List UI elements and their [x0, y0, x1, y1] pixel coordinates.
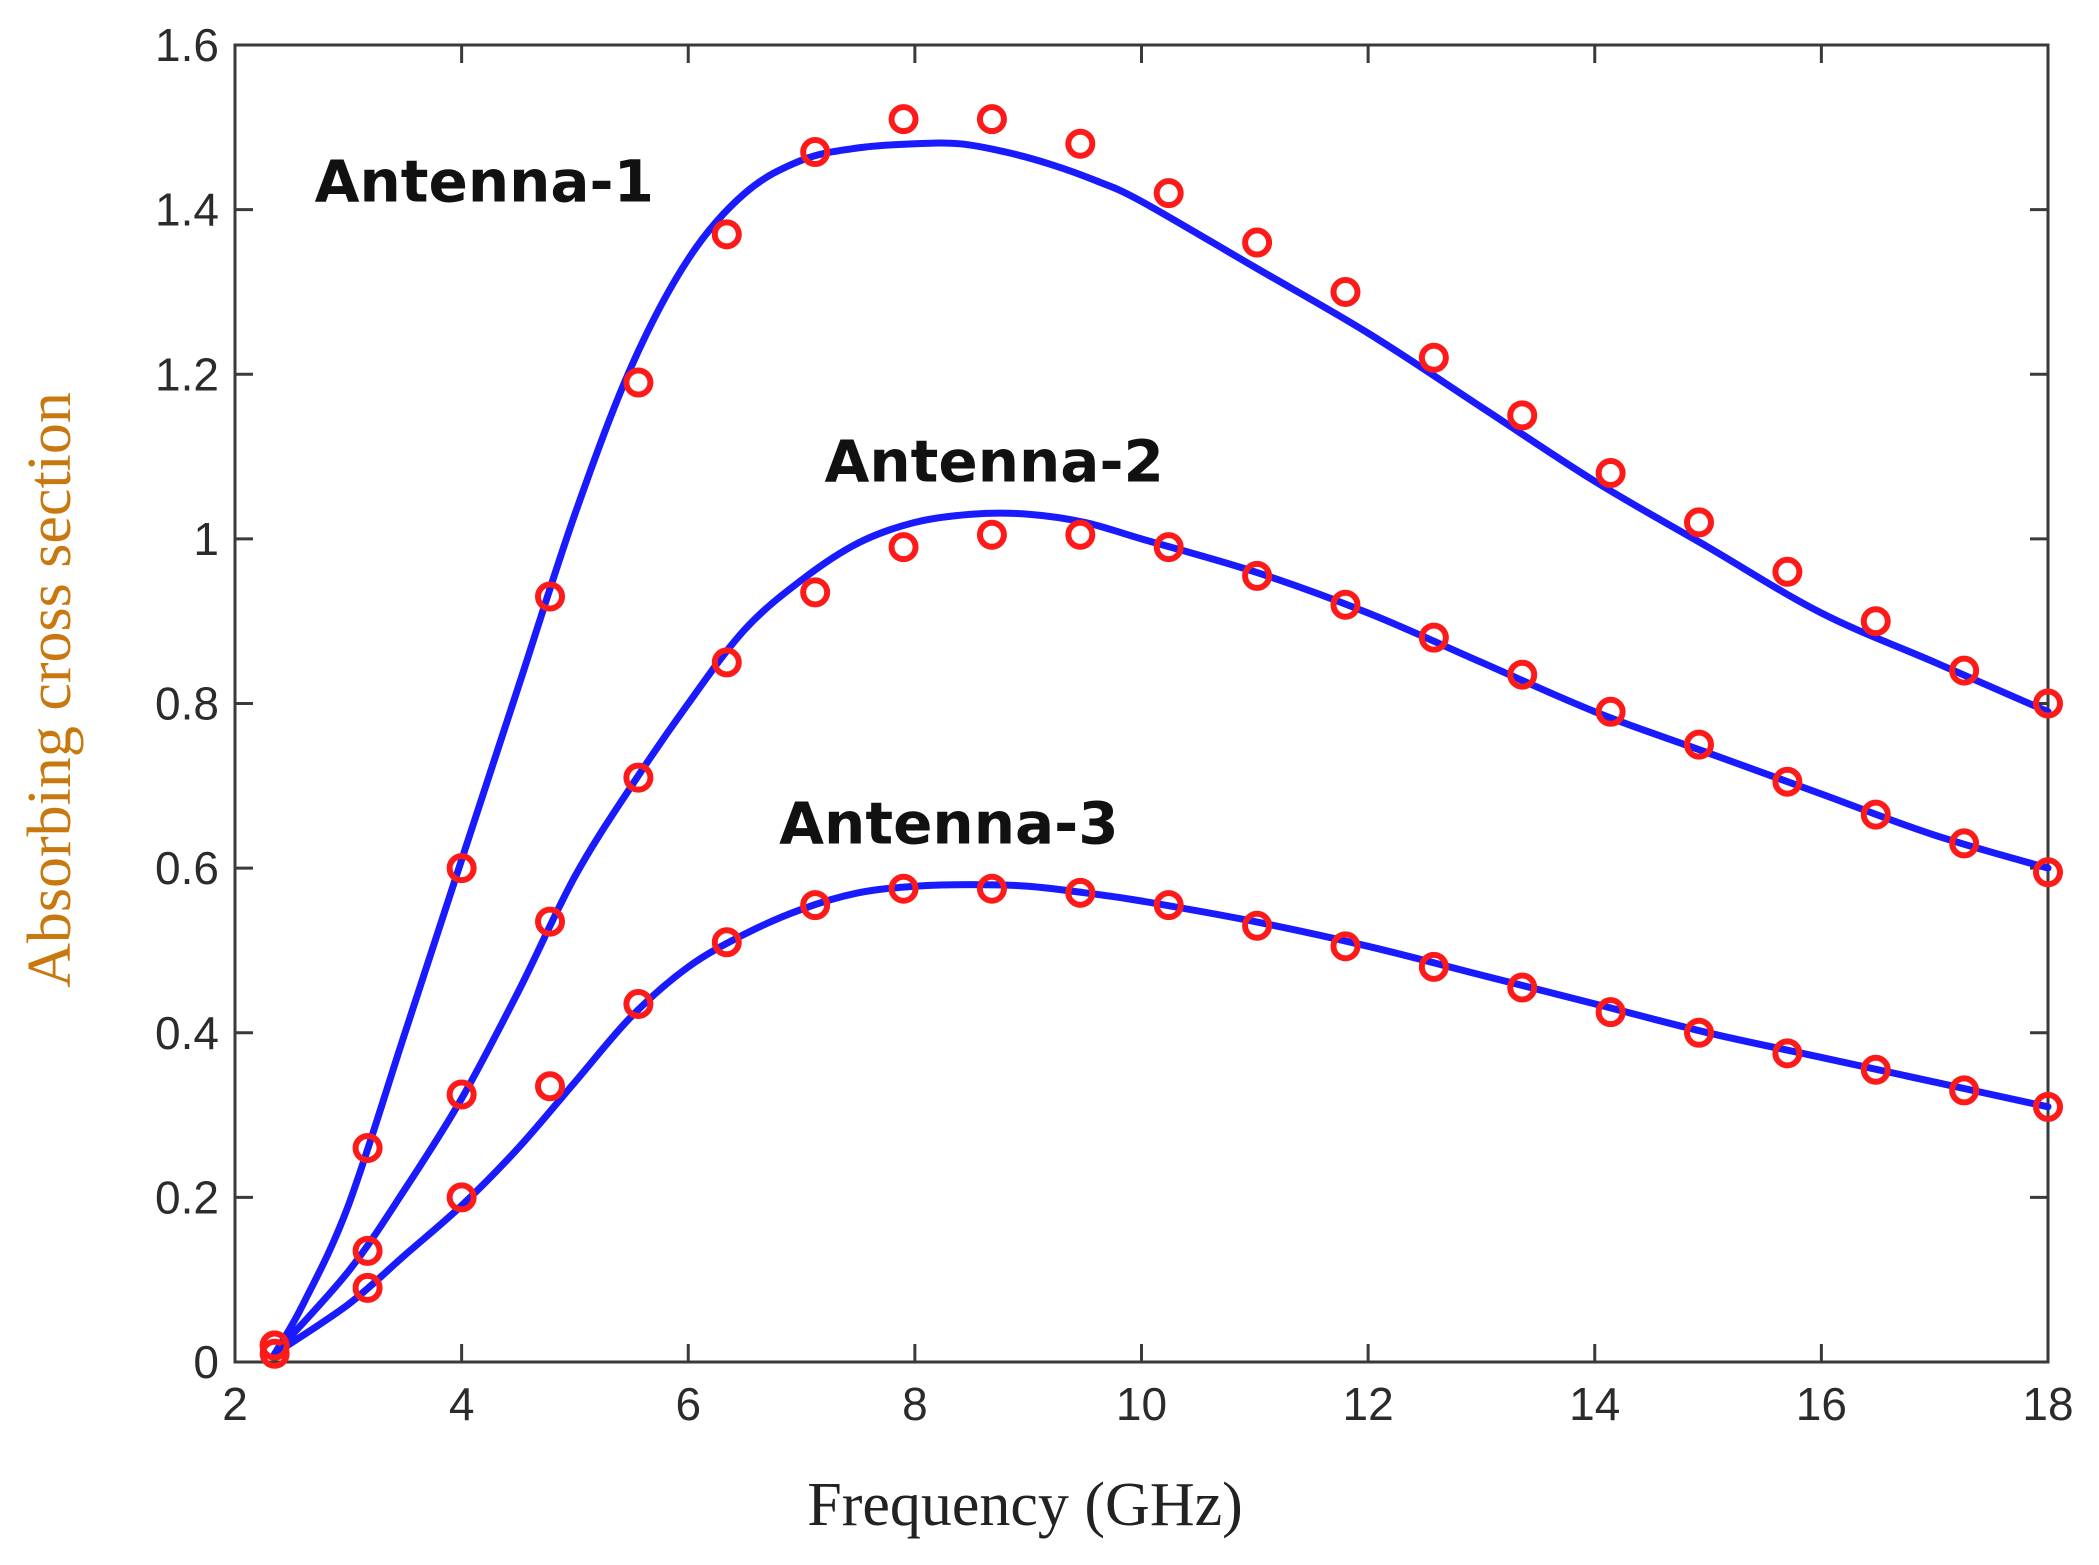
data-point-antenna-1	[535, 581, 566, 612]
data-point-antenna-1	[352, 1132, 383, 1163]
data-point-antenna-1	[1772, 556, 1803, 587]
data-point-antenna-3	[1949, 1075, 1980, 1106]
data-point-antenna-3	[1330, 931, 1361, 962]
data-point-antenna-2	[1595, 696, 1626, 727]
y-axis-title: Absorbing cross section	[16, 392, 84, 988]
data-point-antenna-1	[711, 219, 742, 250]
x-tick-label: 18	[2022, 1378, 2073, 1430]
data-point-antenna-3	[1065, 877, 1096, 908]
x-tick-label: 2	[222, 1378, 248, 1430]
series-line-antenna-1	[271, 139, 2052, 1358]
data-point-antenna-1	[1507, 400, 1538, 431]
x-tick-label: 4	[449, 1378, 475, 1430]
y-tick-label: 0.8	[155, 678, 219, 730]
series-line-antenna-2	[271, 509, 2052, 1358]
data-point-antenna-3	[1242, 910, 1273, 941]
data-point-antenna-3	[1772, 1038, 1803, 1069]
data-point-antenna-2	[352, 1235, 383, 1266]
series-layer	[259, 104, 2063, 1369]
y-tick-label: 1.2	[155, 348, 219, 400]
data-point-antenna-1	[976, 104, 1007, 135]
data-point-antenna-1	[1860, 606, 1891, 637]
series-line-antenna-3	[271, 881, 2052, 1358]
x-tick-label: 6	[675, 1378, 701, 1430]
data-point-antenna-2	[976, 519, 1007, 550]
series-antenna-3	[259, 873, 2063, 1361]
data-point-antenna-3	[623, 988, 654, 1019]
data-point-antenna-2	[1330, 589, 1361, 620]
x-tick-label: 12	[1343, 1378, 1394, 1430]
x-tick-label: 8	[902, 1378, 928, 1430]
data-point-antenna-2	[1860, 799, 1891, 830]
x-tick-label: 14	[1569, 1378, 1620, 1430]
data-point-antenna-3	[1595, 997, 1626, 1028]
x-axis-title: Frequency (GHz)	[807, 1471, 1243, 1539]
data-point-antenna-1	[888, 104, 919, 135]
data-point-antenna-3	[352, 1272, 383, 1303]
data-point-antenna-1	[1418, 342, 1449, 373]
data-point-antenna-2	[1949, 828, 1980, 859]
data-point-antenna-1	[2033, 688, 2063, 719]
y-tick-label: 0	[193, 1336, 219, 1388]
data-point-antenna-2	[1418, 622, 1449, 653]
data-point-antenna-2	[2033, 857, 2063, 888]
data-point-antenna-2	[800, 577, 831, 608]
data-point-antenna-2	[1772, 766, 1803, 797]
y-tick-label: 0.2	[155, 1171, 219, 1223]
series-antenna-2	[259, 509, 2063, 1369]
data-point-antenna-2	[623, 762, 654, 793]
annotation-layer: Antenna-1 Antenna-2 Antenna-3	[315, 147, 1164, 857]
data-point-antenna-3	[1683, 1017, 1714, 1048]
data-point-antenna-2	[1242, 560, 1273, 591]
data-point-antenna-2	[535, 906, 566, 937]
series-label-antenna-3: Antenna-3	[779, 789, 1118, 857]
data-point-antenna-1	[800, 137, 831, 168]
data-point-antenna-2	[446, 1079, 477, 1110]
data-point-antenna-1	[1330, 276, 1361, 307]
x-tick-label: 10	[1116, 1378, 1167, 1430]
series-label-antenna-1: Antenna-1	[315, 147, 654, 215]
data-point-antenna-3	[259, 1330, 290, 1361]
data-point-antenna-2	[1153, 532, 1184, 563]
y-tick-label: 1	[193, 513, 219, 565]
data-point-antenna-2	[888, 532, 919, 563]
data-point-antenna-3	[446, 1182, 477, 1213]
series-label-antenna-2: Antenna-2	[824, 427, 1163, 495]
data-point-antenna-2	[1065, 519, 1096, 550]
data-point-antenna-3	[1507, 972, 1538, 1003]
data-point-antenna-1	[1949, 655, 1980, 686]
y-tick-label: 1.6	[155, 19, 219, 71]
data-point-antenna-1	[1065, 128, 1096, 159]
y-tick-label: 1.4	[155, 184, 219, 236]
data-point-antenna-1	[623, 367, 654, 398]
data-point-antenna-3	[711, 927, 742, 958]
data-point-antenna-2	[1507, 659, 1538, 690]
data-point-antenna-1	[1595, 458, 1626, 489]
data-point-antenna-3	[888, 873, 919, 904]
y-tick-label: 0.6	[155, 842, 219, 894]
data-point-antenna-1	[1242, 227, 1273, 258]
y-tick-label: 0.4	[155, 1007, 219, 1059]
data-point-antenna-2	[711, 647, 742, 678]
data-point-antenna-3	[976, 873, 1007, 904]
data-point-antenna-1	[1153, 178, 1184, 209]
data-point-antenna-3	[2033, 1091, 2063, 1122]
data-point-antenna-3	[535, 1071, 566, 1102]
data-point-antenna-3	[1418, 951, 1449, 982]
data-point-antenna-1	[1683, 507, 1714, 538]
data-point-antenna-3	[1860, 1054, 1891, 1085]
x-axis-ticks: 2 4 6 8 10 12 14 16 18	[222, 45, 2074, 1430]
x-tick-label: 16	[1796, 1378, 1847, 1430]
series-antenna-1	[259, 104, 2063, 1361]
data-point-antenna-3	[1153, 890, 1184, 921]
data-point-antenna-2	[1683, 729, 1714, 760]
data-point-antenna-1	[446, 853, 477, 884]
y-axis-ticks: 0 0.2 0.4 0.6 0.8 1 1.2 1.4 1.6	[155, 19, 2048, 1388]
data-point-antenna-3	[800, 890, 831, 921]
